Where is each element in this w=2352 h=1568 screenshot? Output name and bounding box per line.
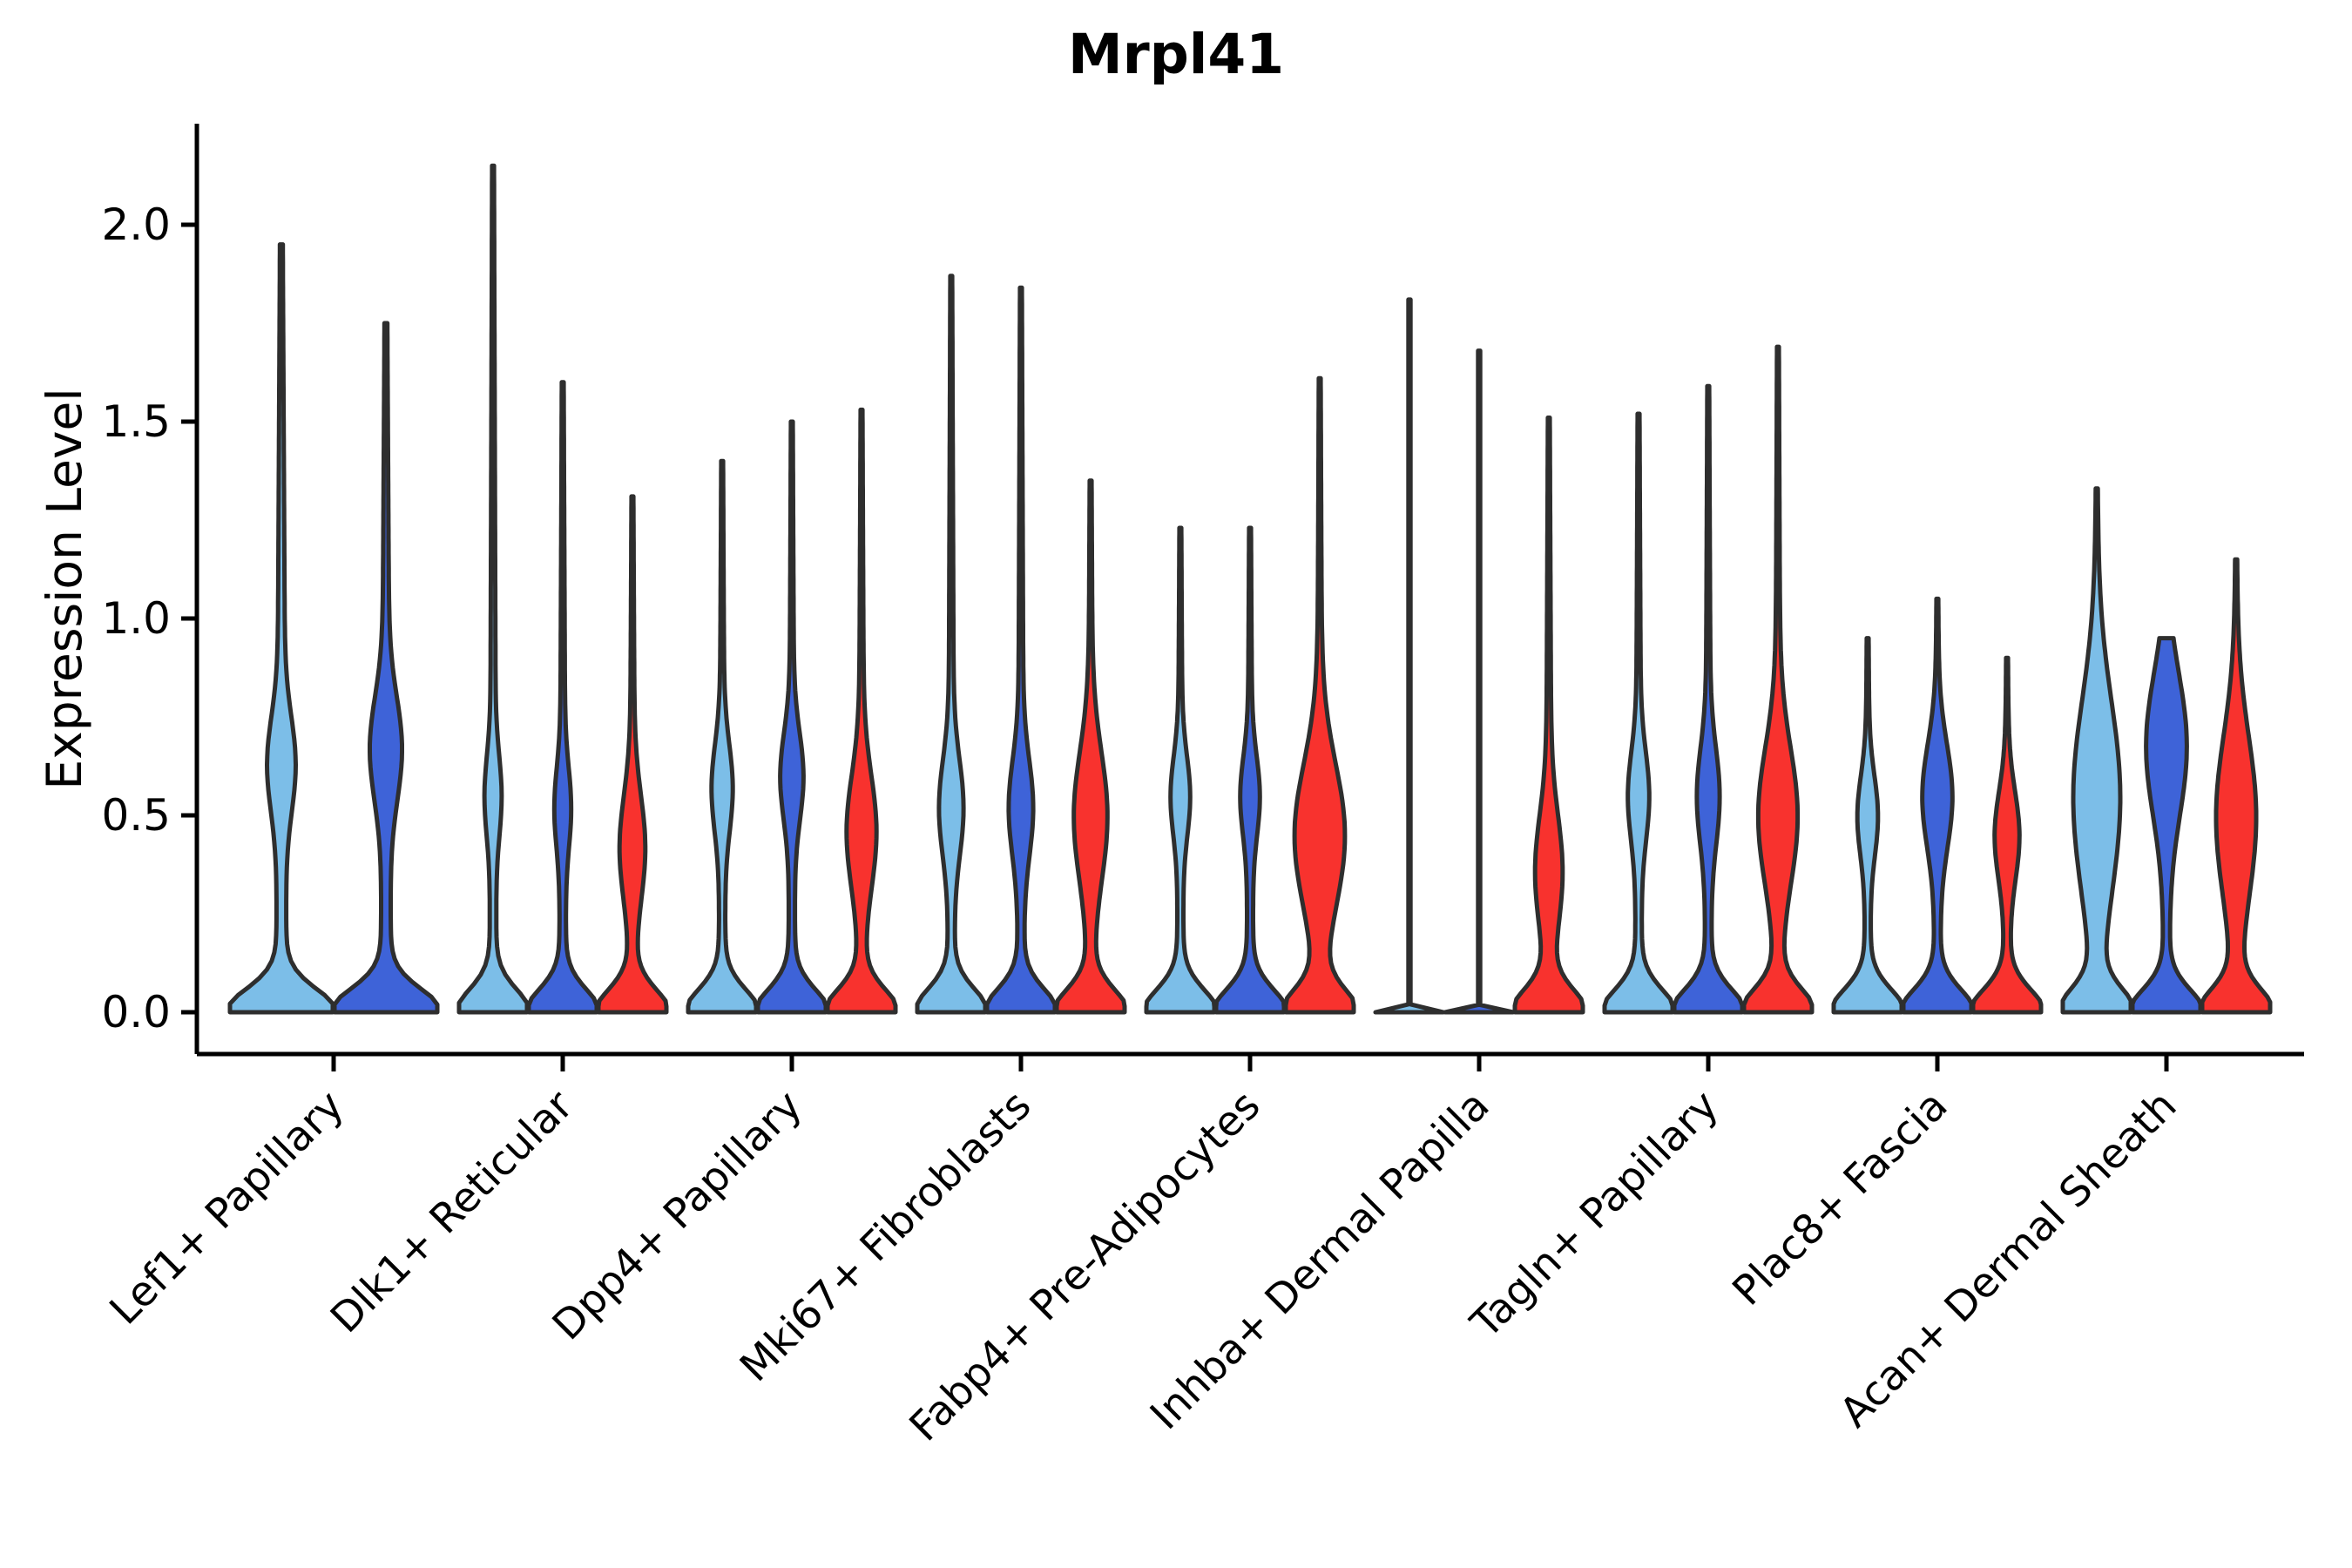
violin-dpp4-dark_blue (755, 419, 828, 1015)
violin-acan-dark_blue (2130, 636, 2203, 1015)
violin-plac8-red (1970, 655, 2044, 1015)
violin-tagln-red (1741, 344, 1815, 1015)
violin-inhba-light_blue (1373, 297, 1446, 1015)
y-axis-label: Expression Level (37, 388, 92, 790)
violin-mki67-red (1054, 478, 1127, 1015)
y-tick-label: 2.0 (101, 199, 171, 250)
violin-fabp4-light_blue (1144, 525, 1217, 1015)
violin-dlk1-dark_blue (526, 380, 599, 1015)
violin-tagln-light_blue (1602, 411, 1675, 1015)
y-tick-label: 0.0 (101, 987, 171, 1037)
violin-acan-red (2200, 557, 2273, 1015)
chart-title: Mrpl41 (1067, 23, 1285, 86)
x-tick-label: Dpp4+ Papillary (544, 1082, 812, 1350)
violin-dlk1-red (596, 494, 669, 1015)
violin-plac8-light_blue (1831, 636, 1904, 1015)
violin-dlk1-light_blue (456, 163, 530, 1015)
y-tick-label: 1.0 (101, 593, 171, 644)
violin-inhba-dark_blue (1443, 348, 1516, 1015)
violin-plac8-dark_blue (1901, 596, 1974, 1015)
violin-mki67-light_blue (915, 274, 988, 1015)
x-tick-label: Lef1+ Papillary (101, 1082, 354, 1335)
y-tick-label: 1.5 (101, 396, 171, 447)
violin-dpp4-red (825, 407, 898, 1015)
x-tick-label: Plac8+ Fascia (1724, 1082, 1957, 1315)
violin-dpp4-light_blue (686, 458, 759, 1015)
x-tick-label: Tagln+ Papillary (1462, 1082, 1728, 1348)
violin-mki67-dark_blue (984, 285, 1058, 1015)
violin-acan-light_blue (2060, 486, 2133, 1015)
violin-fabp4-red (1283, 375, 1356, 1015)
violin-tagln-dark_blue (1672, 383, 1745, 1015)
violin-fabp4-dark_blue (1213, 525, 1287, 1015)
violin-lef1-light_blue (227, 242, 335, 1015)
violin-inhba-red (1512, 416, 1585, 1015)
x-tick-label: Dlk1+ Reticular (321, 1081, 583, 1342)
violin-lef1-dark_blue (332, 321, 440, 1015)
y-tick-label: 0.5 (101, 790, 171, 841)
